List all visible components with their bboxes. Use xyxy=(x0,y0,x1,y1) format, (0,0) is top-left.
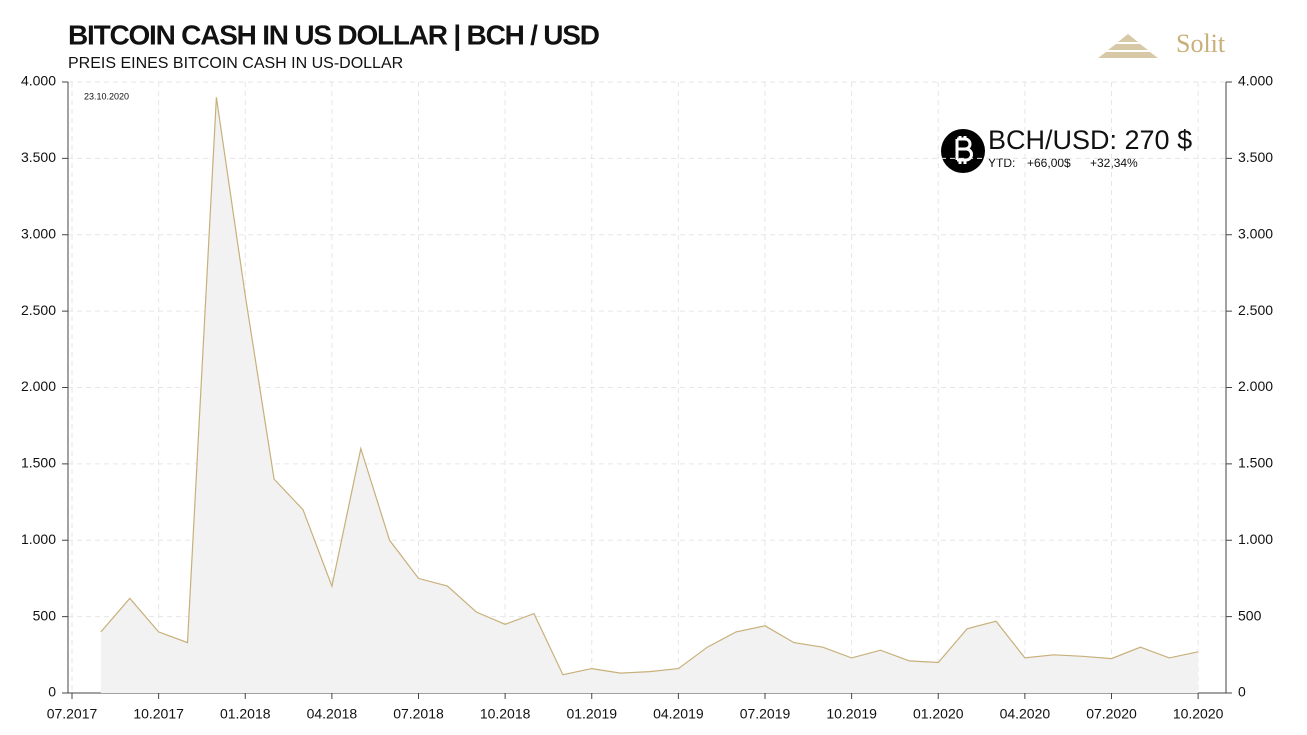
ytd-abs: +66,00$ xyxy=(1027,156,1071,170)
y-tick-label: 500 xyxy=(33,607,57,623)
logo-icon xyxy=(1098,34,1158,58)
y2-tick-label: 4.000 xyxy=(1238,73,1273,89)
y-tick-label: 3.500 xyxy=(21,149,56,165)
y-tick-label: 1.500 xyxy=(21,455,56,471)
y2-tick-label: 500 xyxy=(1238,607,1262,623)
x-tick-label: 04.2020 xyxy=(1000,706,1051,722)
x-tick-label: 07.2020 xyxy=(1086,706,1137,722)
y-tick-label: 2.000 xyxy=(21,378,56,394)
y2-tick-label: 3.000 xyxy=(1238,225,1273,241)
x-tick-label: 01.2020 xyxy=(913,706,964,722)
chart-subtitle: PREIS EINES BITCOIN CASH IN US-DOLLAR xyxy=(68,55,403,72)
x-tick-label: 01.2018 xyxy=(220,706,271,722)
logo-text: Solit xyxy=(1176,29,1226,58)
y-tick-label: 3.000 xyxy=(21,225,56,241)
y-tick-label: 0 xyxy=(48,684,56,700)
x-tick-label: 04.2018 xyxy=(307,706,358,722)
y-tick-label: 1.000 xyxy=(21,531,56,547)
y2-tick-label: 1.500 xyxy=(1238,455,1273,471)
x-tick-label: 10.2017 xyxy=(133,706,184,722)
area xyxy=(100,97,1199,694)
y-tick-label: 2.500 xyxy=(21,302,56,318)
price-label: BCH/USD: 270 $ xyxy=(988,125,1192,155)
y2-tick-label: 2.000 xyxy=(1238,378,1273,394)
y2-tick-label: 2.500 xyxy=(1238,302,1273,318)
chart-title: BITCOIN CASH IN US DOLLAR | BCH / USD xyxy=(68,19,600,50)
x-tick-label: 10.2020 xyxy=(1173,706,1224,722)
x-tick-label: 04.2019 xyxy=(653,706,704,722)
x-tick-label: 07.2019 xyxy=(740,706,791,722)
x-tick-label: 10.2019 xyxy=(826,706,877,722)
x-tick-label: 07.2017 xyxy=(47,706,98,722)
y2-tick-label: 3.500 xyxy=(1238,149,1273,165)
y-tick-label: 4.000 xyxy=(21,73,56,89)
ytd-pct: +32,34% xyxy=(1090,156,1138,170)
x-tick-label: 01.2019 xyxy=(566,706,617,722)
y2-tick-label: 1.000 xyxy=(1238,531,1273,547)
bitcoin-icon xyxy=(941,129,985,173)
line xyxy=(100,97,1199,676)
x-tick-label: 10.2018 xyxy=(480,706,531,722)
date-stamp: 23.10.2020 xyxy=(84,91,129,101)
x-tick-label: 07.2018 xyxy=(393,706,444,722)
y2-tick-label: 0 xyxy=(1238,684,1246,700)
ytd-label: YTD: xyxy=(988,156,1015,170)
